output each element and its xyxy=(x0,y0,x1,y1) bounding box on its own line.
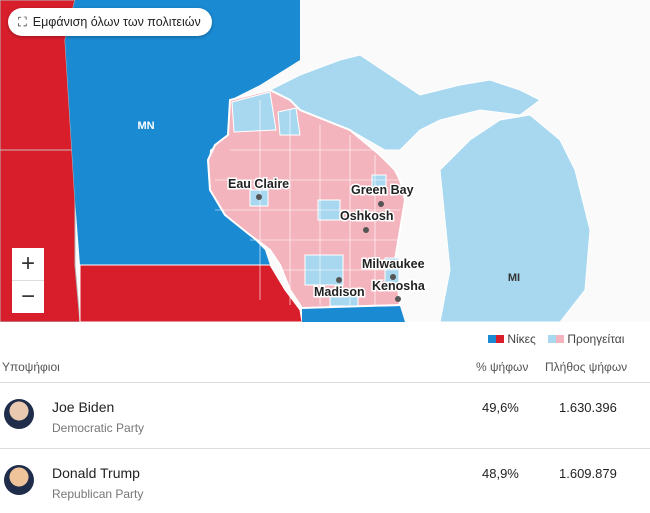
show-all-button[interactable]: ⛶ Εμφάνιση όλων των πολιτειών xyxy=(8,8,212,36)
city-dot xyxy=(378,201,384,207)
state-ia xyxy=(79,264,303,322)
table-header: Πλήθος ψήφων xyxy=(545,360,628,374)
zoom-out[interactable]: − xyxy=(12,281,44,313)
city-dot xyxy=(256,194,262,200)
city-label: Green Bay xyxy=(351,183,414,197)
legend-wins: Νίκες xyxy=(488,332,536,346)
button-label: Εμφάνιση όλων των πολιτειών xyxy=(32,15,201,29)
map: MN MI Eau Claire Green Bay Oshkosh Milwa… xyxy=(0,0,591,322)
state-mn xyxy=(65,0,300,265)
table-header: % ψήφων xyxy=(476,360,529,374)
vote-count: 1.630.396 xyxy=(559,400,617,415)
state-mi-up xyxy=(268,54,541,151)
city-dot xyxy=(363,227,369,233)
table-header: Υποψήφιοι xyxy=(2,360,60,374)
state-label: MI xyxy=(508,272,520,284)
icon: ⛶ xyxy=(18,15,27,29)
candidate-row: Joe Biden Democratic Party 49,6% 1.630.3… xyxy=(0,382,650,448)
city-label: Kenosha xyxy=(372,279,426,293)
city-dot xyxy=(390,274,396,280)
party: Republican Party xyxy=(52,487,144,501)
legend-leading: Προηγείται xyxy=(548,332,624,346)
vote-percent: 49,6% xyxy=(482,400,519,415)
state-mi-lp xyxy=(439,114,591,322)
legend-label: Προηγείται xyxy=(567,332,625,346)
county-lines xyxy=(215,100,400,305)
legend-label: Νίκες xyxy=(507,332,536,346)
vote-percent: 48,9% xyxy=(482,466,519,481)
candidate-row: Donald Trump Republican Party 48,9% 1.60… xyxy=(0,448,650,513)
avatar xyxy=(4,399,34,429)
city-label: Madison xyxy=(314,285,365,299)
candidate-name: Joe Biden xyxy=(52,399,115,415)
city-label: Oshkosh xyxy=(340,209,394,223)
city-dot xyxy=(336,277,342,283)
zoom-in[interactable]: + xyxy=(12,248,44,281)
city-label: Eau Claire xyxy=(228,177,289,191)
candidate-name: Donald Trump xyxy=(52,465,140,481)
state-label: MN xyxy=(137,120,154,132)
state-il xyxy=(302,306,405,322)
city-label: Milwaukee xyxy=(362,257,425,271)
city-dot xyxy=(395,296,401,302)
state-wi xyxy=(206,88,407,310)
avatar xyxy=(4,465,34,495)
party: Democratic Party xyxy=(52,421,145,435)
vote-count: 1.609.879 xyxy=(559,466,617,481)
